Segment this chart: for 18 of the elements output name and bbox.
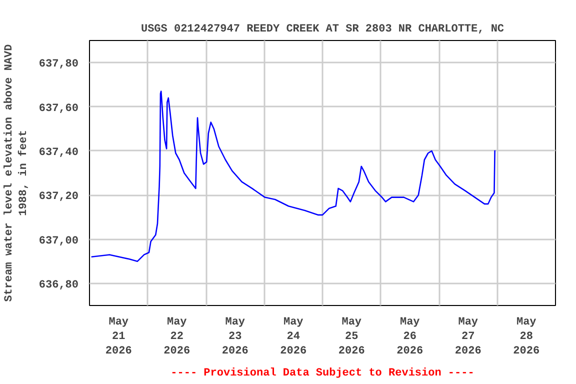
y-tick-label: 637,60 [38,102,79,115]
x-tick-label: May 22 2026 [164,316,190,358]
y-axis-title: Stream water level elevation above NAVD 1988, in feet [3,44,30,302]
x-tick-label: May 24 2026 [280,316,307,358]
y-tick-label: 637,00 [38,235,79,248]
x-tick-label: May 28 2026 [513,316,540,358]
chart-title: USGS 0212427947 REEDY CREEK AT SR 2803 NR CHARLOTTE, NC [140,24,504,36]
x-tick-label: May 27 2026 [454,316,482,358]
y-tick-label: 637,80 [38,58,79,71]
y-tick-label: 637,20 [38,191,79,204]
x-tick-label: May 26 2026 [396,316,424,358]
line-series [90,90,496,262]
y-tick-label: 636,80 [38,279,79,292]
x-tick-label: May 21 2026 [105,316,132,358]
text: ---- Provisional Data Subject to Revision ---- [170,368,474,380]
x-tick-label: May 23 2026 [222,316,248,358]
x-tick-label: May 25 2026 [338,316,365,358]
y-tick-label: 637,40 [38,146,79,159]
